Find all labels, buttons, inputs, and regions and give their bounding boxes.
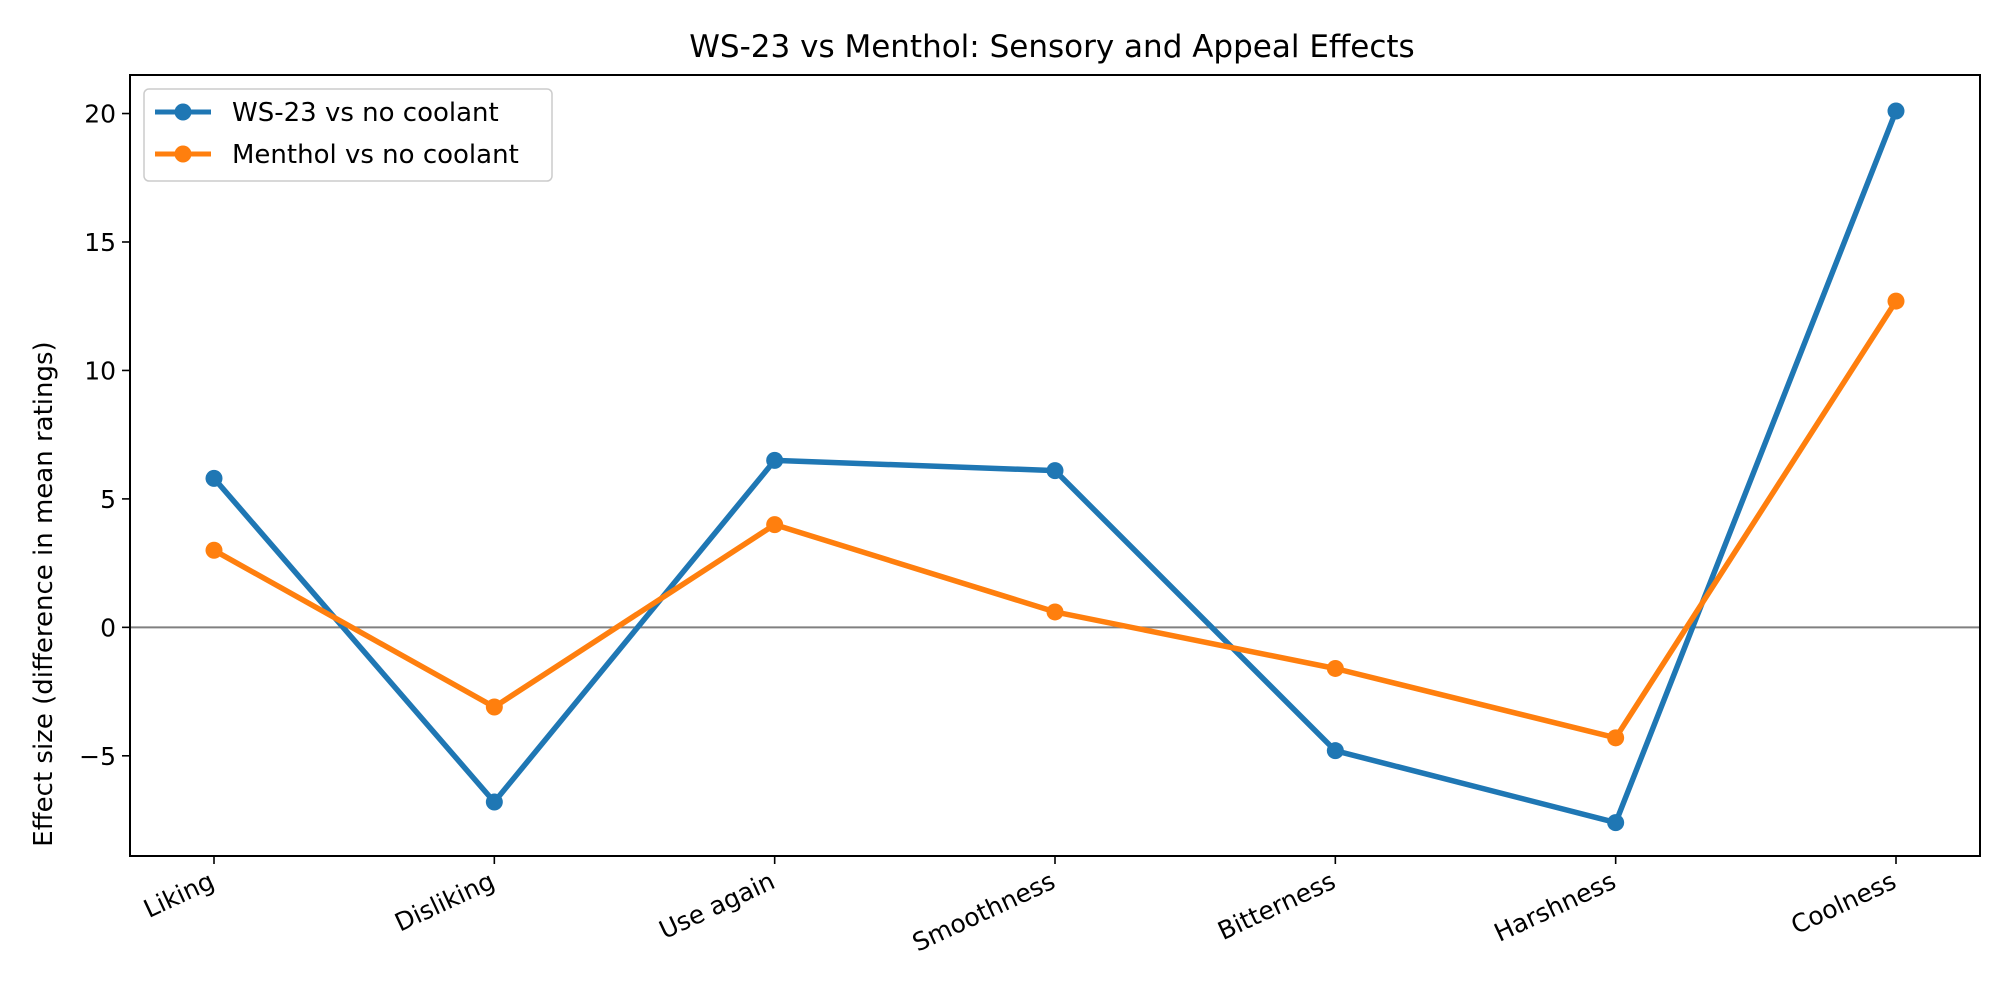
data-point-series-2 bbox=[1046, 603, 1064, 621]
data-point-series-2 bbox=[485, 698, 503, 716]
legend-box bbox=[143, 88, 553, 182]
data-point-series-1 bbox=[205, 469, 223, 487]
data-point-series-2 bbox=[205, 541, 223, 559]
legend-label-series-1: WS-23 vs no coolant bbox=[232, 98, 499, 128]
data-point-series-1 bbox=[1887, 102, 1905, 120]
y-axis-label: Effect size (difference in mean ratings) bbox=[29, 341, 59, 846]
data-point-series-1 bbox=[1326, 742, 1344, 760]
y-tick-label: 20 bbox=[84, 100, 116, 129]
data-point-series-2 bbox=[1607, 729, 1625, 747]
data-point-series-2 bbox=[766, 516, 784, 534]
data-point-series-1 bbox=[485, 793, 503, 811]
legend-entry-series-1: WS-23 vs no coolant bbox=[155, 98, 499, 128]
y-tick-label: 5 bbox=[100, 485, 116, 514]
data-point-series-2 bbox=[1326, 659, 1344, 677]
legend-marker-series-1 bbox=[174, 103, 192, 121]
legend-label-series-2: Menthol vs no coolant bbox=[232, 140, 519, 170]
plot-area bbox=[130, 102, 1980, 832]
y-tick-label: 0 bbox=[100, 613, 116, 642]
data-point-series-1 bbox=[766, 451, 784, 469]
data-point-series-2 bbox=[1887, 292, 1905, 310]
y-tick-label: 10 bbox=[84, 356, 116, 385]
y-tick-label: 15 bbox=[84, 228, 116, 257]
legend: WS-23 vs no coolant Menthol vs no coolan… bbox=[143, 88, 553, 182]
y-tick-label: −5 bbox=[79, 742, 116, 771]
data-point-series-1 bbox=[1607, 814, 1625, 832]
plot-frame bbox=[129, 74, 1981, 857]
chart-title: WS-23 vs Menthol: Sensory and Appeal Eff… bbox=[689, 29, 1414, 65]
legend-marker-series-2 bbox=[174, 145, 192, 163]
legend-entry-series-2: Menthol vs no coolant bbox=[155, 140, 519, 170]
data-point-series-1 bbox=[1046, 462, 1064, 480]
